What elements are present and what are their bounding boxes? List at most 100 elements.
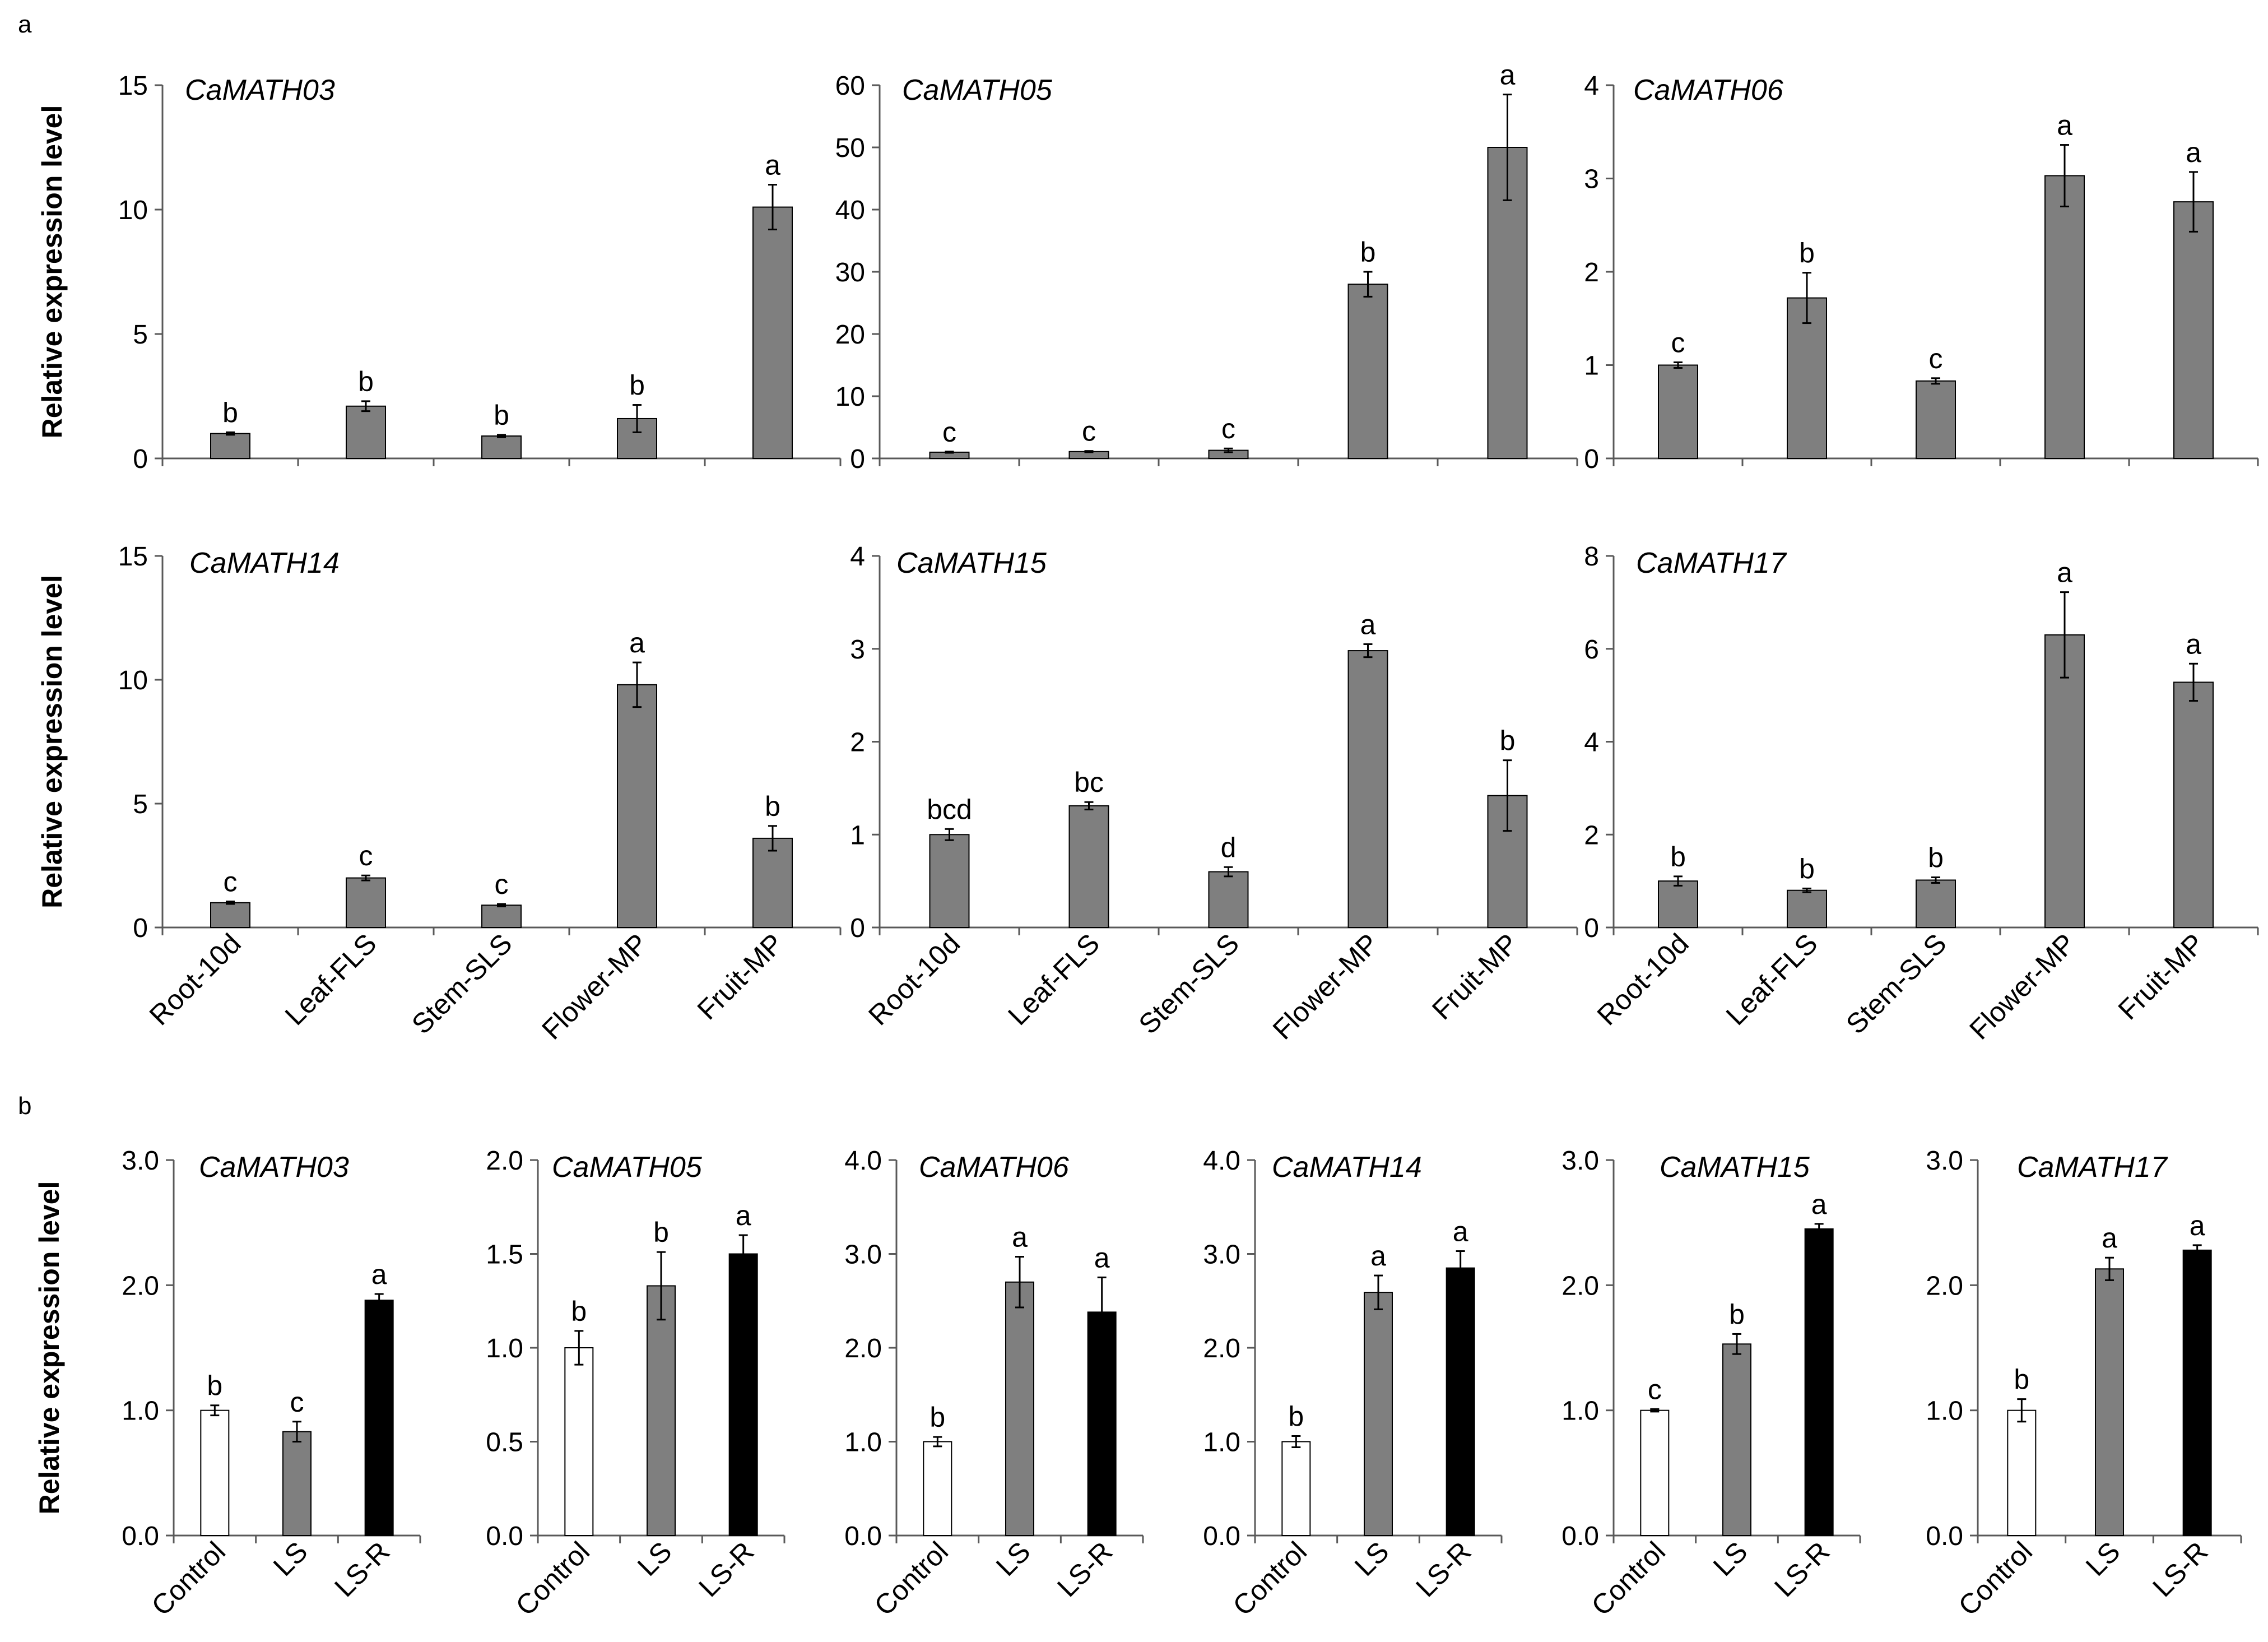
bar-leaf-fls — [346, 405, 386, 460]
category-label: LS-R — [693, 1536, 760, 1603]
significance-letter: a — [765, 150, 780, 181]
panel-label-a: a — [18, 11, 32, 38]
bar-stem-sls — [481, 435, 522, 459]
significance-letter: b — [222, 397, 238, 428]
significance-letter: b — [629, 370, 645, 401]
category-label: Control — [1953, 1536, 2039, 1622]
y-tick-label: 0 — [133, 913, 148, 943]
chart-title: CaMATH15 — [1660, 1151, 1810, 1184]
category-label: LS — [267, 1536, 314, 1582]
significance-letter: b — [1799, 238, 1815, 269]
chart-a-camath14: 0 5 10 15 c Root-10d c Leaf-FLS c Stem-SLS a Flower… — [36, 542, 842, 1046]
bar-flower-mp — [2044, 175, 2085, 459]
y-tick-label: 1.0 — [1561, 1397, 1599, 1426]
y-tick-label: 1.0 — [844, 1428, 882, 1458]
significance-letter: b — [494, 400, 509, 431]
bar-stem-sls — [1916, 879, 1956, 929]
significance-letter: a — [2102, 1222, 2117, 1254]
significance-letter: b — [571, 1296, 587, 1327]
chart-title: CaMATH06 — [919, 1151, 1069, 1184]
bar-stem-sls — [1916, 380, 1956, 459]
significance-letter: b — [1500, 725, 1516, 757]
significance-letter: b — [929, 1402, 945, 1433]
significance-letter: a — [2186, 137, 2201, 168]
y-tick-label: 0 — [850, 913, 865, 943]
bar-ls — [282, 1431, 312, 1536]
y-tick-label: 4.0 — [1203, 1146, 1240, 1176]
y-tick-label: 1.5 — [486, 1240, 523, 1270]
y-tick-label: 15 — [118, 71, 148, 101]
y-tick-label: 1.0 — [122, 1397, 159, 1426]
category-label: Fruit-MP — [691, 927, 789, 1026]
significance-letter: b — [765, 791, 780, 822]
bar-flower-mp — [1347, 284, 1388, 459]
category-label: LS-R — [2146, 1536, 2214, 1603]
y-tick-label: 2 — [1584, 820, 1599, 850]
bar-control — [200, 1409, 230, 1537]
category-label: Leaf-FLS — [279, 927, 383, 1031]
category-label: Root-10d — [1591, 927, 1695, 1031]
bar-ls — [2095, 1268, 2124, 1537]
y-tick-label: 2.0 — [844, 1334, 882, 1363]
significance-letter: a — [371, 1259, 387, 1290]
significance-letter: a — [1370, 1240, 1386, 1272]
y-tick-label: 0.0 — [844, 1522, 882, 1551]
chart-b-camath17: 0.0 1.0 2.0 3.0 b Control a LS a LS-R CaMATH17 — [1926, 1146, 2242, 1622]
chart-title: CaMATH05 — [902, 74, 1053, 106]
chart-title: CaMATH15 — [896, 547, 1047, 579]
y-axis-label: Relative expression level — [34, 1181, 65, 1515]
bar-ls-r — [1087, 1311, 1117, 1537]
chart-a-camath03: 0 5 10 15 b b b b a CaMATH03 Relative expression l… — [36, 71, 842, 474]
y-tick-label: 1 — [1584, 351, 1599, 381]
chart-title: CaMATH06 — [1633, 74, 1783, 106]
category-label: LS — [631, 1536, 678, 1582]
bar-leaf-fls — [1787, 297, 1827, 459]
category-label: Root-10d — [143, 927, 247, 1031]
y-tick-label: 2.0 — [1561, 1271, 1599, 1301]
chart-title: CaMATH17 — [1636, 547, 1787, 579]
y-tick-label: 0.0 — [1561, 1522, 1599, 1551]
y-tick-label: 1.0 — [1926, 1397, 1963, 1426]
y-tick-label: 10 — [118, 196, 148, 225]
bar-fruit-mp — [752, 837, 793, 928]
significance-letter: a — [1453, 1216, 1468, 1247]
significance-letter: a — [2057, 557, 2072, 588]
bar-root-10d — [929, 834, 970, 928]
category-label: LS-R — [1051, 1536, 1118, 1603]
significance-letter: c — [942, 416, 956, 448]
significance-letter: bcd — [927, 794, 972, 825]
significance-letter: b — [1928, 842, 1944, 873]
y-tick-label: 3.0 — [1926, 1146, 1963, 1176]
y-tick-label: 10 — [835, 382, 865, 412]
significance-letter: bc — [1074, 767, 1104, 798]
y-tick-label: 0.0 — [122, 1522, 159, 1551]
y-tick-label: 60 — [835, 71, 865, 101]
bar-ls-r — [2182, 1249, 2212, 1537]
category-label: Flower-MP — [536, 927, 653, 1045]
y-tick-label: 0 — [133, 444, 148, 474]
significance-letter: a — [736, 1200, 751, 1231]
bar-leaf-fls — [346, 877, 386, 928]
category-label: Stem-SLS — [1840, 927, 1953, 1040]
significance-letter: b — [2014, 1364, 2029, 1395]
significance-letter: a — [2186, 628, 2201, 660]
y-tick-label: 3 — [850, 635, 865, 665]
category-label: Fruit-MP — [1426, 927, 1524, 1026]
y-tick-label: 3.0 — [122, 1146, 159, 1176]
category-label: Leaf-FLS — [1002, 927, 1105, 1031]
chart-title: CaMATH17 — [2017, 1151, 2168, 1184]
y-axis-label: Relative expression level — [36, 105, 68, 439]
y-tick-label: 2.0 — [486, 1146, 523, 1176]
significance-letter: b — [207, 1370, 222, 1402]
y-tick-label: 6 — [1584, 635, 1599, 665]
category-label: LS — [990, 1536, 1037, 1582]
bar-control — [1640, 1409, 1670, 1537]
chart-a-camath06: 0 1 2 3 4 c b c a a CaMATH06 — [1584, 71, 2259, 474]
y-tick-label: 4 — [1584, 71, 1599, 101]
y-tick-label: 2.0 — [1203, 1334, 1240, 1363]
chart-title: CaMATH14 — [1272, 1151, 1422, 1184]
